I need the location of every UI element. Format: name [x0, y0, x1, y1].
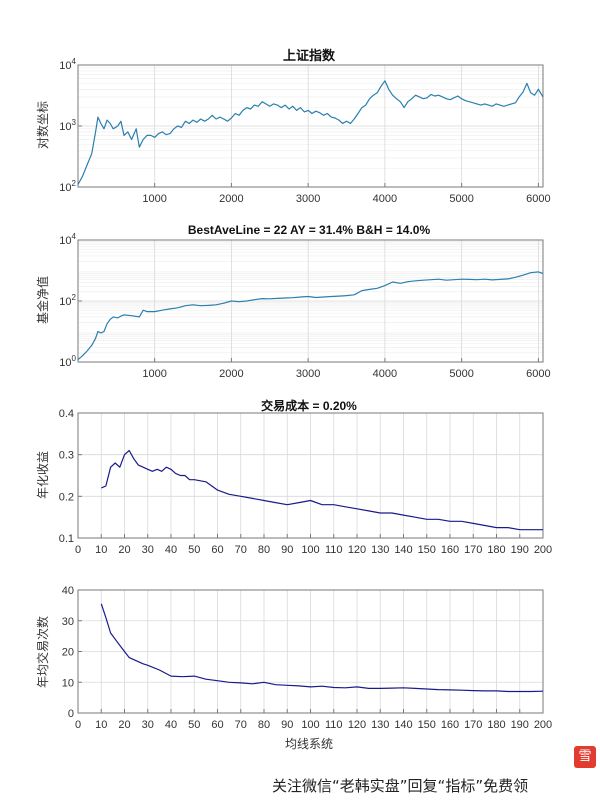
panel-3-title: 交易成本 = 0.20% — [261, 398, 357, 413]
y-tick-label: 40 — [62, 585, 74, 597]
x-tick-label: 70 — [235, 544, 247, 556]
x-tick-label: 0 — [75, 719, 81, 731]
x-tick-label: 120 — [348, 719, 366, 731]
x-tick-label: 170 — [464, 544, 482, 556]
watermark-text: 关注微信“老韩实盘”回复“指标”免费领 — [272, 776, 529, 795]
x-tick-label: 4000 — [373, 193, 397, 205]
panel-shanghai-index: 上证指数 对数坐标 1000 2000 3000 4000 5000 6000 102 103… — [35, 48, 551, 205]
y-tick-label: 0.2 — [59, 491, 74, 503]
panel-2-ylabel: 基金净值 — [35, 276, 50, 324]
x-tick-label: 6000 — [526, 193, 550, 205]
x-tick-label: 3000 — [296, 368, 320, 380]
x-tick-label: 100 — [301, 544, 319, 556]
panel-2-title: BestAveLine = 22 AY = 31.4% B&H = 14.0% — [188, 223, 431, 237]
x-tick-label: 110 — [325, 544, 343, 556]
x-tick-label: 50 — [188, 719, 200, 731]
x-tick-label: 30 — [142, 719, 154, 731]
x-tick-label: 70 — [235, 719, 247, 731]
x-tick-label: 120 — [348, 544, 366, 556]
x-tick-label: 4000 — [373, 368, 397, 380]
x-tick-label: 160 — [441, 719, 459, 731]
x-tick-label: 180 — [487, 719, 505, 731]
y-tick-label: 102 — [59, 179, 76, 194]
y-tick-label: 103 — [59, 118, 76, 133]
figure: 上证指数 对数坐标 1000 2000 3000 4000 5000 6000102103… — [35, 48, 552, 751]
x-tick-label: 0 — [75, 544, 81, 556]
y-tick-label: 0.4 — [59, 408, 74, 420]
panel-4-ylabel: 年均交易次数 — [35, 616, 50, 688]
x-tick-label: 90 — [281, 719, 293, 731]
series-line — [77, 271, 544, 361]
x-tick-label: 5000 — [449, 193, 473, 205]
x-tick-label: 20 — [118, 544, 130, 556]
x-tick-label: 3000 — [296, 193, 320, 205]
x-tick-label: 1000 — [142, 193, 166, 205]
x-tick-label: 20 — [118, 719, 130, 731]
x-tick-label: 110 — [325, 719, 343, 731]
x-tick-label: 30 — [142, 544, 154, 556]
x-tick-label: 200 — [534, 544, 552, 556]
x-tick-label: 6000 — [526, 368, 550, 380]
panel-3-ylabel: 年化收益 — [36, 451, 50, 499]
x-tick-label: 130 — [371, 719, 389, 731]
x-tick-label: 130 — [371, 544, 389, 556]
x-tick-label: 90 — [281, 544, 293, 556]
watermark-banner: 关注微信“老韩实盘”回复“指标”免费领 雪 — [272, 746, 600, 800]
panel-fund-nav: BestAveLine = 22 AY = 31.4% B&H = 14.0% … — [35, 223, 551, 380]
series-line — [77, 80, 544, 185]
x-tick-label: 80 — [258, 544, 270, 556]
x-tick-label: 40 — [165, 544, 177, 556]
x-tick-label: 150 — [418, 544, 436, 556]
x-tick-label: 80 — [258, 719, 270, 731]
panel-annual-return: 交易成本 = 0.20% 年化收益 0 10 20 30 40 50 60 70 80 90 100… — [36, 398, 552, 556]
y-tick-label: 104 — [59, 57, 76, 72]
x-tick-label: 50 — [188, 544, 200, 556]
snowball-logo-icon: 雪 — [574, 746, 596, 768]
x-tick-label: 100 — [301, 719, 319, 731]
x-tick-label: 190 — [511, 719, 529, 731]
y-tick-label: 0.3 — [59, 450, 74, 462]
y-tick-label: 102 — [59, 293, 76, 308]
x-tick-label: 180 — [487, 544, 505, 556]
y-tick-label: 100 — [59, 354, 76, 369]
x-tick-label: 150 — [418, 719, 436, 731]
x-tick-label: 2000 — [219, 368, 243, 380]
x-tick-label: 200 — [534, 719, 552, 731]
x-tick-label: 170 — [464, 719, 482, 731]
y-tick-label: 0 — [68, 708, 74, 720]
x-tick-label: 60 — [211, 719, 223, 731]
panel-annual-trades: 年均交易次数 均线系统 0 10 20 30 40 50 60 70 80 90 100 110 120… — [35, 585, 552, 751]
x-tick-label: 2000 — [219, 193, 243, 205]
x-tick-label: 10 — [95, 544, 107, 556]
x-tick-label: 140 — [394, 719, 412, 731]
x-tick-label: 10 — [95, 719, 107, 731]
y-tick-label: 20 — [62, 647, 74, 659]
x-tick-label: 60 — [211, 544, 223, 556]
x-tick-label: 40 — [165, 719, 177, 731]
x-tick-label: 160 — [441, 544, 459, 556]
x-tick-label: 190 — [511, 544, 529, 556]
y-tick-label: 30 — [62, 616, 74, 628]
x-tick-label: 5000 — [449, 368, 473, 380]
series-line — [101, 449, 543, 531]
x-tick-label: 1000 — [142, 368, 166, 380]
panel-1-title: 上证指数 — [283, 48, 336, 64]
y-tick-label: 0.1 — [59, 533, 74, 545]
x-tick-label: 140 — [394, 544, 412, 556]
panel-1-ylabel: 对数坐标 — [35, 101, 50, 149]
y-tick-label: 10 — [62, 677, 74, 689]
y-tick-label: 104 — [59, 232, 76, 247]
panel-4-xlabel: 均线系统 — [285, 737, 333, 751]
series-line — [100, 603, 544, 693]
